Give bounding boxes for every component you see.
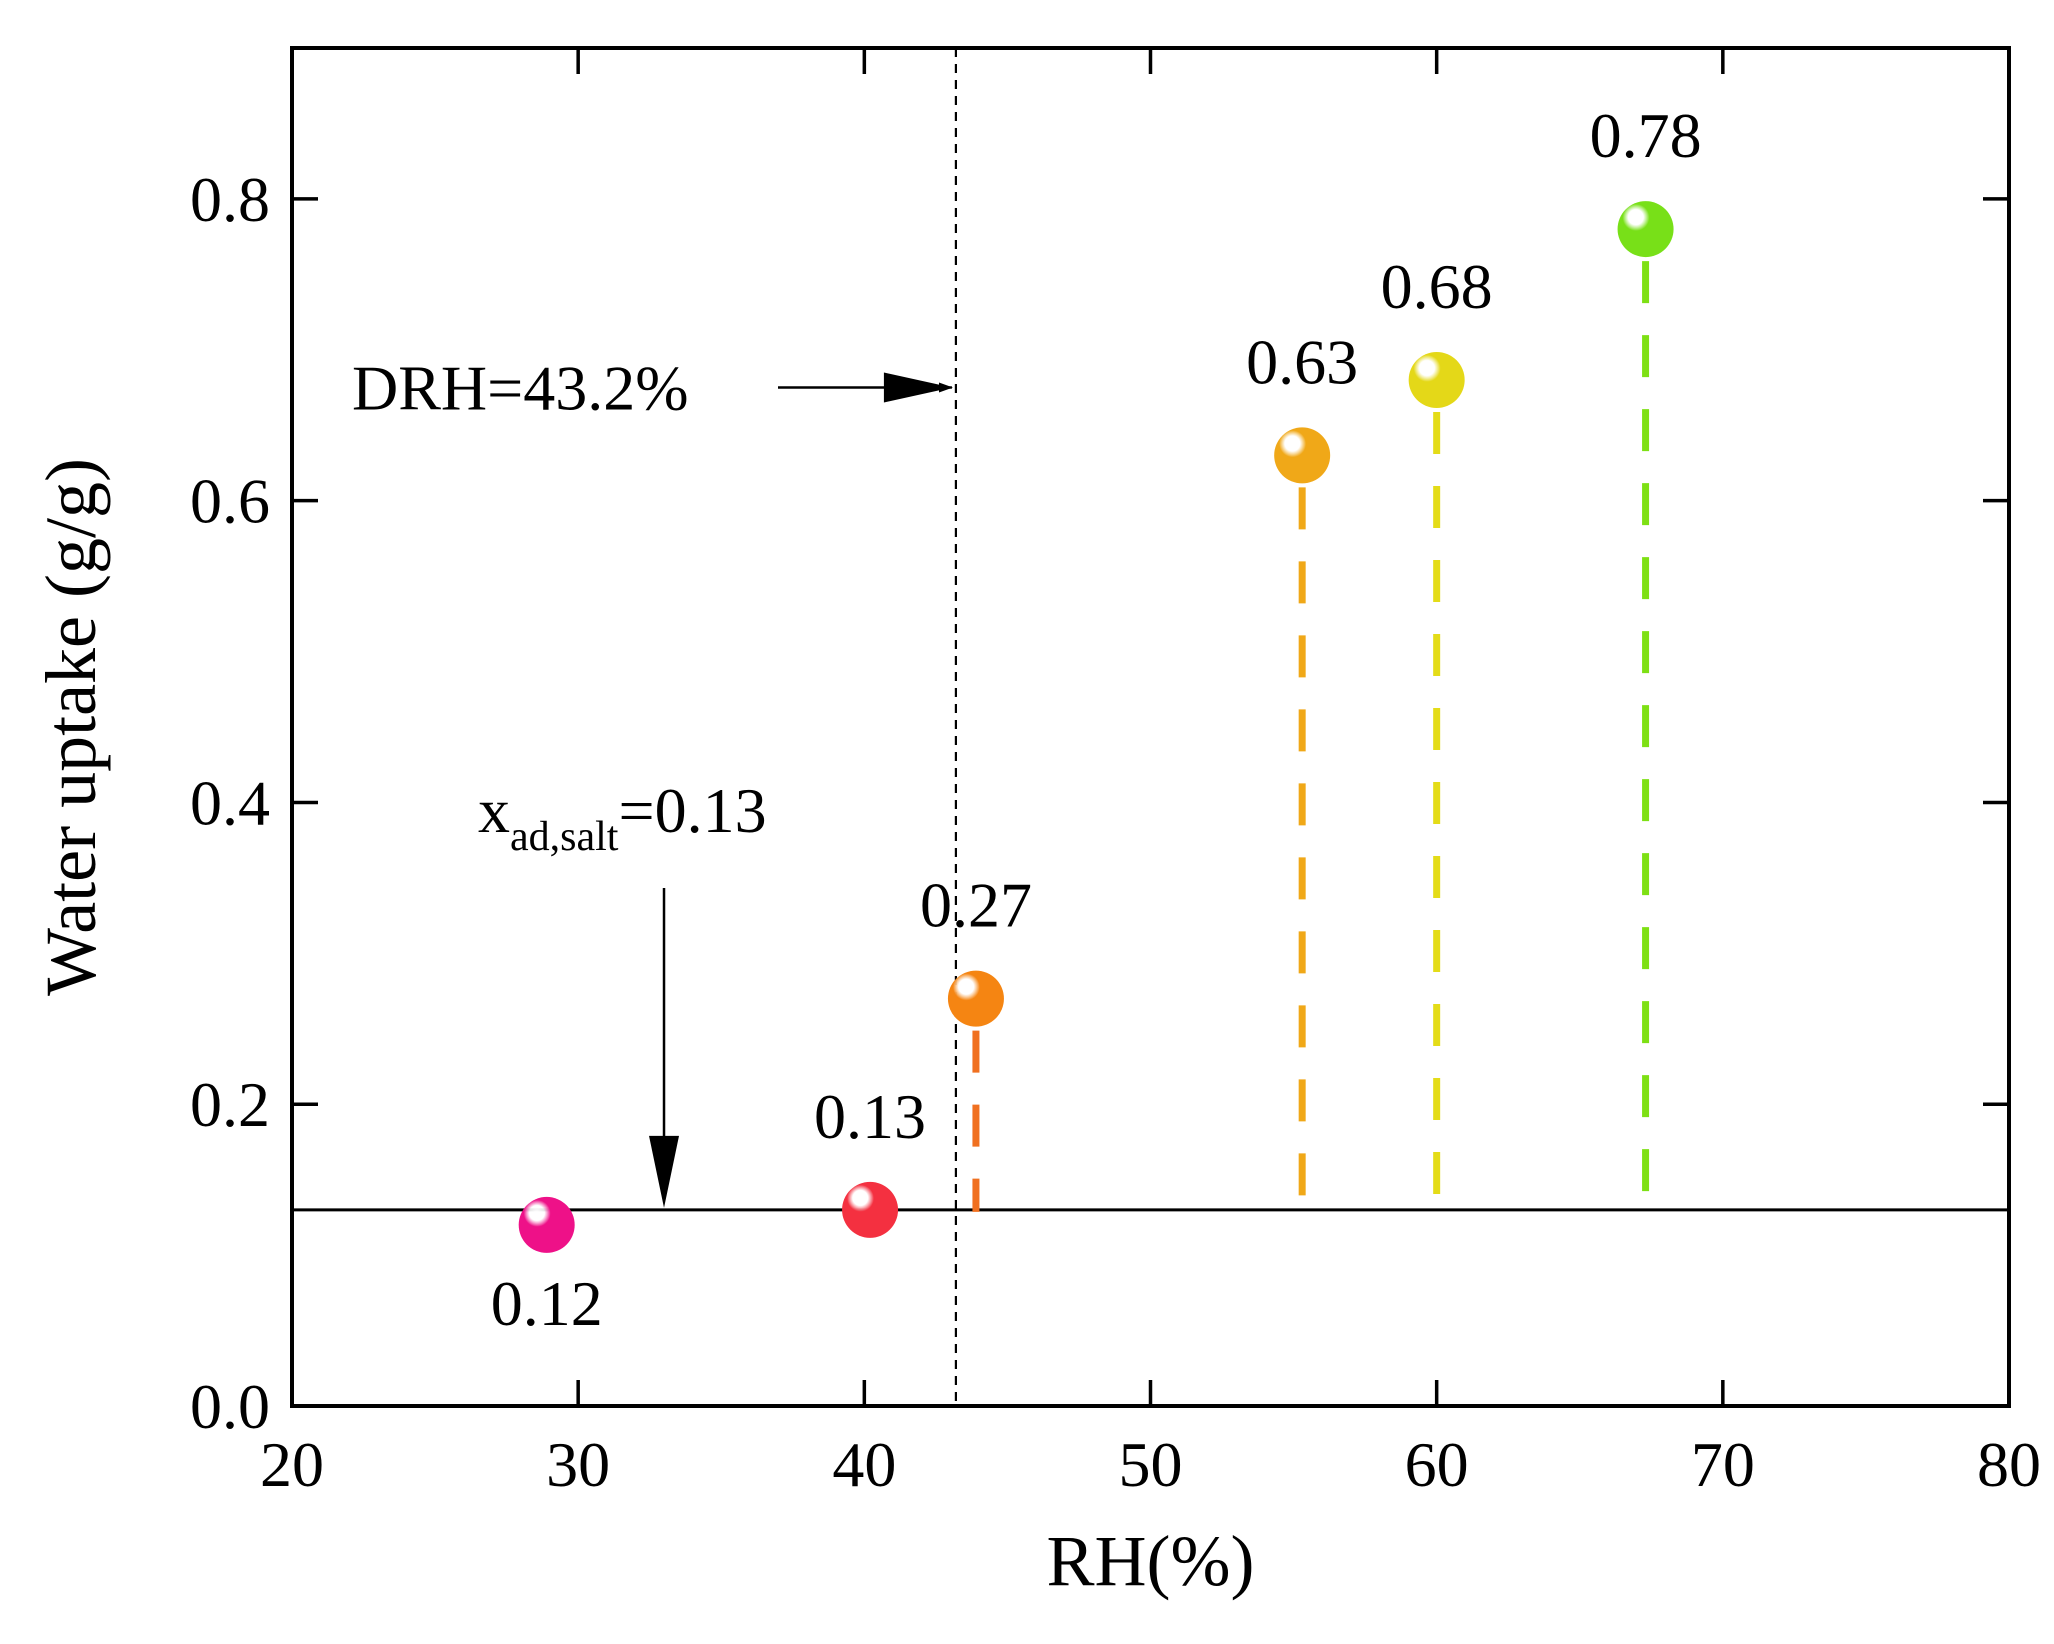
text-layer: 20 30 40 50 60 70 80 0.0 0.2 0.4 0.6 0.8 RH(%) Water … [31, 100, 2041, 1601]
data-point-0.13 [842, 1181, 899, 1238]
drh-annotation-text: DRH=43.2% [352, 353, 689, 424]
data-label-0.63: 0.63 [1246, 326, 1358, 397]
y-tick-label: 0.6 [190, 466, 270, 537]
data-point-0.27 [947, 970, 1004, 1027]
y-tick-label: 0.0 [190, 1371, 270, 1442]
x-axis-title: RH(%) [1047, 1521, 1255, 1601]
y-tick-label: 0.4 [190, 767, 270, 838]
data-label-0.27: 0.27 [920, 870, 1032, 941]
x-tick-label: 30 [546, 1429, 610, 1500]
data-label-0.12: 0.12 [491, 1268, 603, 1339]
x-tick-label: 70 [1691, 1429, 1755, 1500]
x-tick-label: 50 [1119, 1429, 1183, 1500]
axes-layer [290, 46, 2011, 1408]
drh-arrowhead [883, 372, 952, 403]
reference-lines-layer [292, 48, 2009, 1406]
points-layer [518, 201, 1674, 1253]
data-point-0.68 [1408, 351, 1465, 408]
y-tick-label: 0.8 [190, 164, 270, 235]
x-tick-label: 60 [1405, 1429, 1469, 1500]
data-point-0.12 [518, 1196, 575, 1253]
data-label-0.13: 0.13 [814, 1081, 926, 1152]
data-point-0.63 [1274, 427, 1331, 484]
y-tick-label: 0.2 [190, 1069, 270, 1140]
data-label-0.78: 0.78 [1590, 100, 1702, 171]
data-label-0.68: 0.68 [1381, 251, 1493, 322]
data-point-0.78 [1617, 201, 1674, 258]
x-tick-label: 40 [832, 1429, 896, 1500]
xad-salt-annotation-text: xad,salt=0.13 [478, 775, 767, 860]
stems-layer [972, 261, 1650, 1212]
y-axis-title: Water uptake (g/g) [31, 458, 111, 996]
xad-salt-arrowhead [649, 1135, 680, 1208]
x-tick-label: 20 [260, 1429, 324, 1500]
x-tick-label: 80 [1977, 1429, 2041, 1500]
